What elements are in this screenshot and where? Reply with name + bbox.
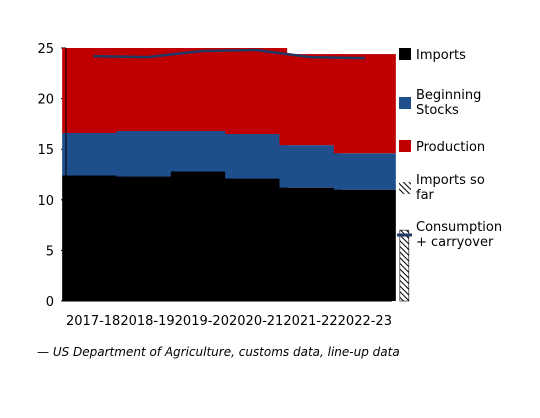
- bar-segment-beginning-stocks: [170, 130, 233, 172]
- legend-label: far: [416, 188, 435, 203]
- legend-swatch: [399, 48, 411, 60]
- y-tick-label: 15: [37, 143, 54, 158]
- bar-segment-beginning-stocks: [62, 133, 125, 176]
- bar-segment-imports: [116, 176, 179, 301]
- y-tick-label: 20: [37, 93, 54, 108]
- legend-label: + carryover: [416, 235, 494, 250]
- x-tick-label: 2020-21: [229, 314, 283, 329]
- y-tick-label: 25: [37, 42, 54, 57]
- bar-segment-beginning-stocks: [279, 145, 342, 188]
- bar-segment-production: [170, 48, 233, 131]
- legend-swatch: [399, 97, 411, 109]
- bar-segment-imports: [62, 175, 125, 301]
- legend-label: Stocks: [416, 103, 459, 118]
- bar-segment-production: [62, 48, 125, 134]
- bar-segment-imports: [170, 171, 233, 301]
- source-note: — US Department of Agriculture, customs …: [37, 345, 400, 359]
- bar-segment-imports: [225, 178, 288, 301]
- x-tick-label: 2019-20: [175, 314, 229, 329]
- legend-label: Imports: [416, 48, 466, 63]
- bar-imports-so-far: [399, 229, 410, 302]
- x-tick-label: 2017-18: [66, 314, 120, 329]
- consumption-line: [93, 48, 365, 60]
- y-tick-label: 5: [46, 244, 54, 259]
- bar-segment-imports: [333, 189, 396, 301]
- bar-segment-imports: [279, 187, 342, 301]
- y-tick-label: 0: [46, 295, 54, 310]
- bar-segment-beginning-stocks: [333, 153, 396, 190]
- x-tick-label: 2021-22: [283, 314, 337, 329]
- legend-label: Production: [416, 140, 485, 155]
- y-tick-label: 10: [37, 194, 54, 209]
- legend-label: Beginning: [416, 88, 481, 103]
- bar-segment-beginning-stocks: [116, 130, 179, 177]
- legend-label: Imports so: [416, 173, 485, 188]
- legend-swatch: [399, 140, 411, 152]
- x-tick-label: 2022-23: [338, 314, 392, 329]
- bar-segment-production: [225, 48, 288, 135]
- bar-segment-beginning-stocks: [225, 134, 288, 179]
- bar-segment-production: [333, 54, 396, 154]
- legend-swatch-hatch: [399, 182, 411, 194]
- bar-segment-production: [279, 54, 342, 146]
- bar-segment-production: [116, 48, 179, 131]
- x-tick-label: 2018-19: [120, 314, 174, 329]
- legend-label: Consumption: [416, 220, 502, 235]
